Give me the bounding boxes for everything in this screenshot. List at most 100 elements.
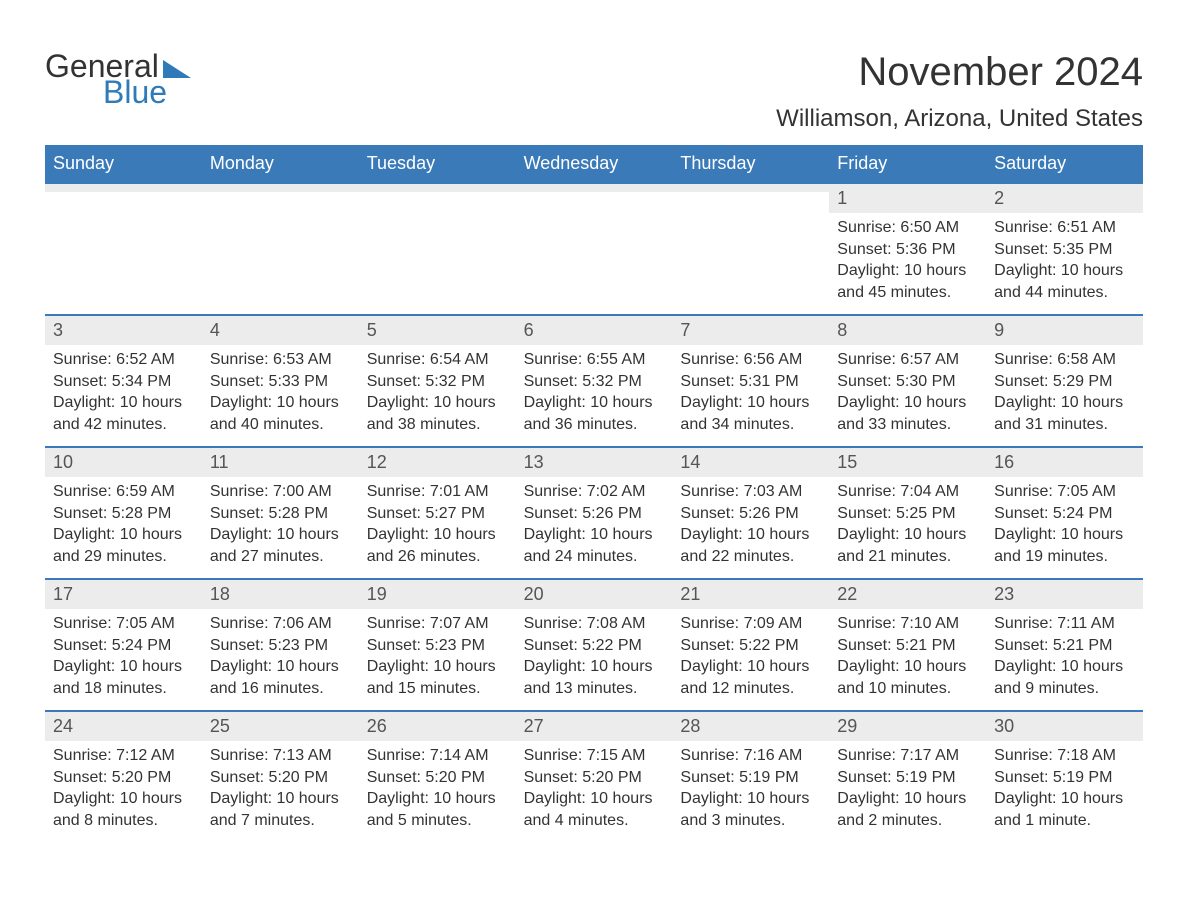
day-cell: 5Sunrise: 6:54 AMSunset: 5:32 PMDaylight… bbox=[359, 316, 516, 446]
daylight-text: Daylight: 10 hours and 40 minutes. bbox=[210, 392, 351, 435]
day-cell: 21Sunrise: 7:09 AMSunset: 5:22 PMDayligh… bbox=[672, 580, 829, 710]
day-body: Sunrise: 6:58 AMSunset: 5:29 PMDaylight:… bbox=[986, 345, 1143, 435]
day-cell: 10Sunrise: 6:59 AMSunset: 5:28 PMDayligh… bbox=[45, 448, 202, 578]
day-number: 19 bbox=[359, 580, 516, 609]
day-cell: 14Sunrise: 7:03 AMSunset: 5:26 PMDayligh… bbox=[672, 448, 829, 578]
day-cell bbox=[516, 184, 673, 314]
day-body: Sunrise: 7:09 AMSunset: 5:22 PMDaylight:… bbox=[672, 609, 829, 699]
sunset-text: Sunset: 5:20 PM bbox=[210, 767, 351, 789]
day-number: 5 bbox=[359, 316, 516, 345]
sunrise-text: Sunrise: 7:09 AM bbox=[680, 613, 821, 635]
day-body: Sunrise: 6:54 AMSunset: 5:32 PMDaylight:… bbox=[359, 345, 516, 435]
sunset-text: Sunset: 5:26 PM bbox=[680, 503, 821, 525]
day-number bbox=[45, 184, 202, 192]
day-number bbox=[202, 184, 359, 192]
daylight-text: Daylight: 10 hours and 31 minutes. bbox=[994, 392, 1135, 435]
header: General Blue November 2024 Williamson, A… bbox=[45, 50, 1143, 133]
daylight-text: Daylight: 10 hours and 16 minutes. bbox=[210, 656, 351, 699]
day-cell: 13Sunrise: 7:02 AMSunset: 5:26 PMDayligh… bbox=[516, 448, 673, 578]
sunset-text: Sunset: 5:24 PM bbox=[994, 503, 1135, 525]
sunrise-text: Sunrise: 7:10 AM bbox=[837, 613, 978, 635]
day-number bbox=[516, 184, 673, 192]
day-number: 1 bbox=[829, 184, 986, 213]
day-body: Sunrise: 7:11 AMSunset: 5:21 PMDaylight:… bbox=[986, 609, 1143, 699]
day-body: Sunrise: 7:03 AMSunset: 5:26 PMDaylight:… bbox=[672, 477, 829, 567]
week-row: 24Sunrise: 7:12 AMSunset: 5:20 PMDayligh… bbox=[45, 710, 1143, 842]
day-number: 8 bbox=[829, 316, 986, 345]
day-number: 22 bbox=[829, 580, 986, 609]
day-number: 27 bbox=[516, 712, 673, 741]
sunrise-text: Sunrise: 7:18 AM bbox=[994, 745, 1135, 767]
sunset-text: Sunset: 5:24 PM bbox=[53, 635, 194, 657]
sunrise-text: Sunrise: 6:50 AM bbox=[837, 217, 978, 239]
daylight-text: Daylight: 10 hours and 4 minutes. bbox=[524, 788, 665, 831]
daylight-text: Daylight: 10 hours and 27 minutes. bbox=[210, 524, 351, 567]
day-body: Sunrise: 6:56 AMSunset: 5:31 PMDaylight:… bbox=[672, 345, 829, 435]
sunrise-text: Sunrise: 6:59 AM bbox=[53, 481, 194, 503]
day-cell: 18Sunrise: 7:06 AMSunset: 5:23 PMDayligh… bbox=[202, 580, 359, 710]
day-cell: 27Sunrise: 7:15 AMSunset: 5:20 PMDayligh… bbox=[516, 712, 673, 842]
location: Williamson, Arizona, United States bbox=[776, 105, 1143, 133]
sunrise-text: Sunrise: 7:01 AM bbox=[367, 481, 508, 503]
sunrise-text: Sunrise: 7:13 AM bbox=[210, 745, 351, 767]
sunrise-text: Sunrise: 7:08 AM bbox=[524, 613, 665, 635]
sunrise-text: Sunrise: 7:05 AM bbox=[53, 613, 194, 635]
sunset-text: Sunset: 5:29 PM bbox=[994, 371, 1135, 393]
sunrise-text: Sunrise: 6:54 AM bbox=[367, 349, 508, 371]
daylight-text: Daylight: 10 hours and 34 minutes. bbox=[680, 392, 821, 435]
daylight-text: Daylight: 10 hours and 8 minutes. bbox=[53, 788, 194, 831]
sunrise-text: Sunrise: 6:53 AM bbox=[210, 349, 351, 371]
day-body: Sunrise: 7:15 AMSunset: 5:20 PMDaylight:… bbox=[516, 741, 673, 831]
day-number: 3 bbox=[45, 316, 202, 345]
sunset-text: Sunset: 5:35 PM bbox=[994, 239, 1135, 261]
weekday-header: Sunday Monday Tuesday Wednesday Thursday… bbox=[45, 145, 1143, 182]
day-number: 15 bbox=[829, 448, 986, 477]
weekday-tuesday: Tuesday bbox=[359, 147, 516, 180]
day-body: Sunrise: 7:02 AMSunset: 5:26 PMDaylight:… bbox=[516, 477, 673, 567]
day-body: Sunrise: 7:17 AMSunset: 5:19 PMDaylight:… bbox=[829, 741, 986, 831]
week-row: 10Sunrise: 6:59 AMSunset: 5:28 PMDayligh… bbox=[45, 446, 1143, 578]
day-body: Sunrise: 7:16 AMSunset: 5:19 PMDaylight:… bbox=[672, 741, 829, 831]
day-body: Sunrise: 7:05 AMSunset: 5:24 PMDaylight:… bbox=[986, 477, 1143, 567]
sunrise-text: Sunrise: 7:02 AM bbox=[524, 481, 665, 503]
sunset-text: Sunset: 5:22 PM bbox=[524, 635, 665, 657]
sunset-text: Sunset: 5:21 PM bbox=[837, 635, 978, 657]
day-number: 23 bbox=[986, 580, 1143, 609]
day-cell: 24 Sunrise: 7:12 AMSunset: 5:20 PMDayligh… bbox=[45, 712, 202, 842]
day-body: Sunrise: 6:55 AMSunset: 5:32 PMDaylight:… bbox=[516, 345, 673, 435]
day-cell: 9Sunrise: 6:58 AMSunset: 5:29 PMDaylight… bbox=[986, 316, 1143, 446]
day-cell: 12Sunrise: 7:01 AMSunset: 5:27 PMDayligh… bbox=[359, 448, 516, 578]
weekday-friday: Friday bbox=[829, 147, 986, 180]
day-cell: 26Sunrise: 7:14 AMSunset: 5:20 PMDayligh… bbox=[359, 712, 516, 842]
sunrise-text: Sunrise: 6:51 AM bbox=[994, 217, 1135, 239]
daylight-text: Daylight: 10 hours and 15 minutes. bbox=[367, 656, 508, 699]
sunrise-text: Sunrise: 7:05 AM bbox=[994, 481, 1135, 503]
sunset-text: Sunset: 5:19 PM bbox=[837, 767, 978, 789]
sunset-text: Sunset: 5:20 PM bbox=[53, 767, 194, 789]
month-title: November 2024 bbox=[776, 50, 1143, 95]
daylight-text: Daylight: 10 hours and 7 minutes. bbox=[210, 788, 351, 831]
sunset-text: Sunset: 5:20 PM bbox=[524, 767, 665, 789]
day-number: 21 bbox=[672, 580, 829, 609]
sunrise-text: Sunrise: 6:58 AM bbox=[994, 349, 1135, 371]
day-body: Sunrise: 6:57 AMSunset: 5:30 PMDaylight:… bbox=[829, 345, 986, 435]
day-cell: 28Sunrise: 7:16 AMSunset: 5:19 PMDayligh… bbox=[672, 712, 829, 842]
sunset-text: Sunset: 5:23 PM bbox=[367, 635, 508, 657]
day-body: Sunrise: 6:51 AMSunset: 5:35 PMDaylight:… bbox=[986, 213, 1143, 303]
day-number: 29 bbox=[829, 712, 986, 741]
weekday-thursday: Thursday bbox=[672, 147, 829, 180]
weekday-sunday: Sunday bbox=[45, 147, 202, 180]
sunset-text: Sunset: 5:28 PM bbox=[210, 503, 351, 525]
sunset-text: Sunset: 5:21 PM bbox=[994, 635, 1135, 657]
day-number: 24 bbox=[45, 712, 202, 741]
day-body: Sunrise: 7:08 AMSunset: 5:22 PMDaylight:… bbox=[516, 609, 673, 699]
sunrise-text: Sunrise: 7:12 AM bbox=[53, 745, 194, 767]
day-cell: 11Sunrise: 7:00 AMSunset: 5:28 PMDayligh… bbox=[202, 448, 359, 578]
sunset-text: Sunset: 5:28 PM bbox=[53, 503, 194, 525]
day-number: 4 bbox=[202, 316, 359, 345]
day-cell: 23Sunrise: 7:11 AMSunset: 5:21 PMDayligh… bbox=[986, 580, 1143, 710]
sunset-text: Sunset: 5:22 PM bbox=[680, 635, 821, 657]
day-number: 26 bbox=[359, 712, 516, 741]
day-number: 30 bbox=[986, 712, 1143, 741]
sunset-text: Sunset: 5:19 PM bbox=[680, 767, 821, 789]
